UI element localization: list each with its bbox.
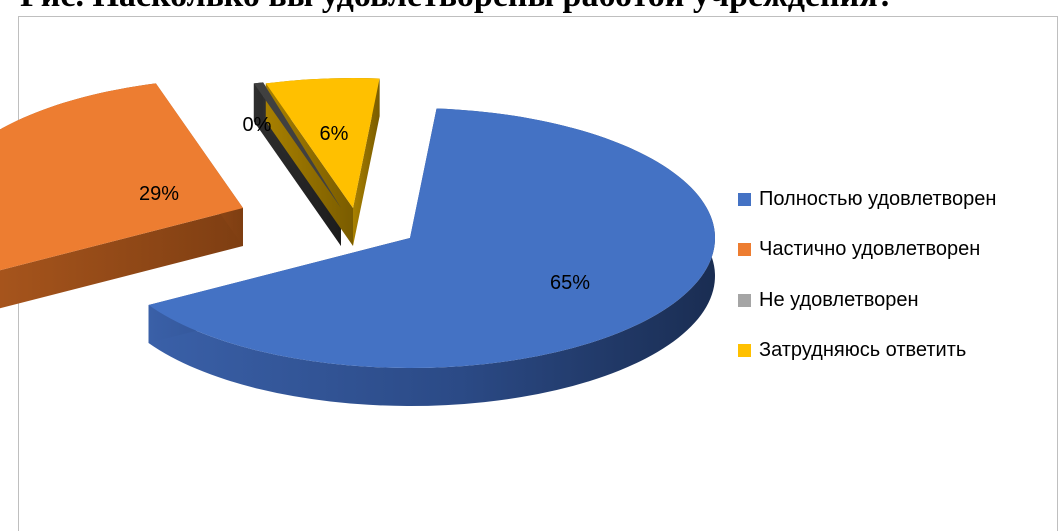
legend-label-1: Полностью удовлетворен [759, 187, 997, 210]
legend-label-2: Частично удовлетворен [759, 238, 981, 260]
data-label-2: 29% [139, 183, 179, 205]
pie-slice-4 [265, 78, 380, 208]
legend-item-4: Затрудняюсь ответить [738, 338, 1058, 364]
data-label-1: 65% [550, 272, 590, 294]
legend-swatch-3 [738, 293, 751, 307]
legend: Полностью удовлетворен Частично удовлетво… [738, 186, 1058, 388]
pie-slice-1 [148, 108, 716, 368]
legend-label-3: Не удовлетворен [759, 288, 919, 311]
pie-slice-wall-2-1 [0, 208, 243, 309]
data-label-3: 0% [243, 114, 272, 136]
legend-item-1: Полностью удовлетворен [738, 186, 1058, 212]
legend-label-4: Затрудняюсь ответить [759, 339, 967, 361]
pie-slice-2 [0, 83, 243, 271]
legend-swatch-2 [738, 243, 751, 256]
data-label-4: 6% [320, 123, 349, 145]
legend-item-2: Частично удовлетворен [738, 237, 1058, 263]
cut-off-heading: Рис. Насколько вы удовлетворены работой … [20, 0, 1050, 14]
pie-slice-3 [253, 82, 341, 208]
legend-swatch-4 [738, 344, 751, 357]
legend-swatch-1 [738, 192, 751, 206]
pie-slice-wall-4-2 [353, 78, 380, 246]
legend-item-3: Не удовлетворен [738, 287, 1058, 313]
